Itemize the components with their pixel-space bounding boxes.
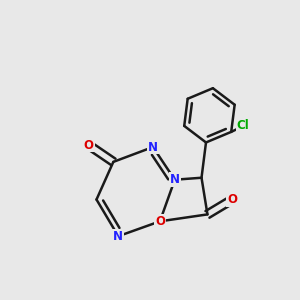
Text: N: N	[148, 140, 158, 154]
Text: O: O	[227, 193, 237, 206]
Text: N: N	[170, 173, 180, 186]
Text: N: N	[113, 230, 123, 243]
Text: Cl: Cl	[237, 119, 250, 132]
Text: O: O	[155, 215, 165, 228]
Text: O: O	[84, 139, 94, 152]
